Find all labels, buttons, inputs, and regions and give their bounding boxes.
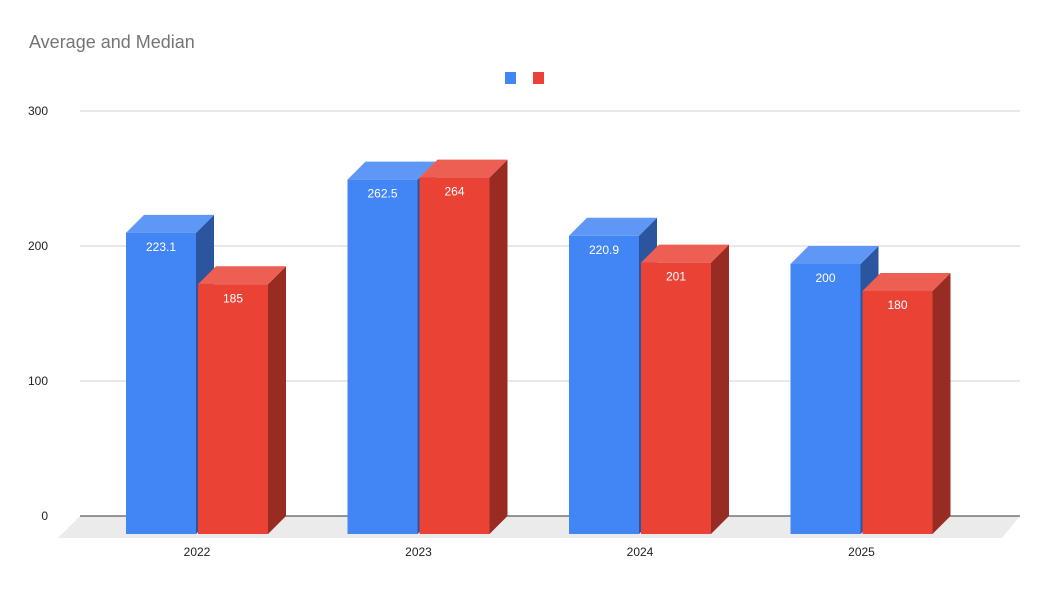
bar-side	[932, 273, 951, 534]
bar-front	[790, 264, 861, 534]
floor	[58, 516, 1020, 538]
data-label: 180	[887, 298, 907, 312]
bar-front	[862, 291, 933, 534]
data-label: 262.5	[367, 187, 397, 201]
data-label: 200	[815, 271, 835, 285]
data-label: 201	[666, 270, 686, 284]
bar-2023-series-1: 264	[419, 159, 508, 534]
bar-front	[419, 177, 490, 534]
bar-side	[711, 244, 729, 534]
bar-top	[862, 273, 951, 291]
bar-2024-series-1: 201	[641, 244, 729, 534]
bar-side	[489, 159, 508, 534]
bar-top	[569, 217, 657, 236]
bar-front	[347, 179, 418, 534]
y-tick-label: 0	[41, 509, 48, 523]
bar-top	[419, 159, 508, 178]
bar-top	[198, 266, 286, 285]
legend-swatch-0	[505, 72, 516, 84]
x-tick-label: 2023	[405, 545, 432, 559]
y-tick-label: 200	[28, 239, 48, 253]
data-label: 223.1	[146, 240, 176, 254]
bar-top	[347, 161, 436, 180]
x-tick-label: 2025	[848, 545, 875, 559]
data-label: 185	[223, 291, 243, 305]
bar-top	[790, 246, 879, 264]
bar-top	[126, 214, 214, 233]
bar-front	[569, 235, 639, 534]
y-tick-label: 100	[28, 374, 48, 388]
bar-side	[268, 266, 286, 534]
bar-front	[126, 232, 196, 534]
y-tick-label: 300	[28, 104, 48, 118]
bar-top	[641, 244, 729, 263]
data-label: 220.9	[589, 243, 619, 257]
chart-title: Average and Median	[29, 32, 195, 52]
legend-swatch-1	[533, 72, 544, 84]
x-tick-label: 2024	[627, 545, 654, 559]
x-tick-label: 2022	[184, 545, 211, 559]
bar-2022-series-1: 185	[198, 266, 286, 534]
data-label: 264	[444, 185, 464, 199]
bar-front	[641, 262, 711, 534]
bar-2025-series-1: 180	[862, 273, 951, 534]
bar-front	[198, 284, 268, 534]
